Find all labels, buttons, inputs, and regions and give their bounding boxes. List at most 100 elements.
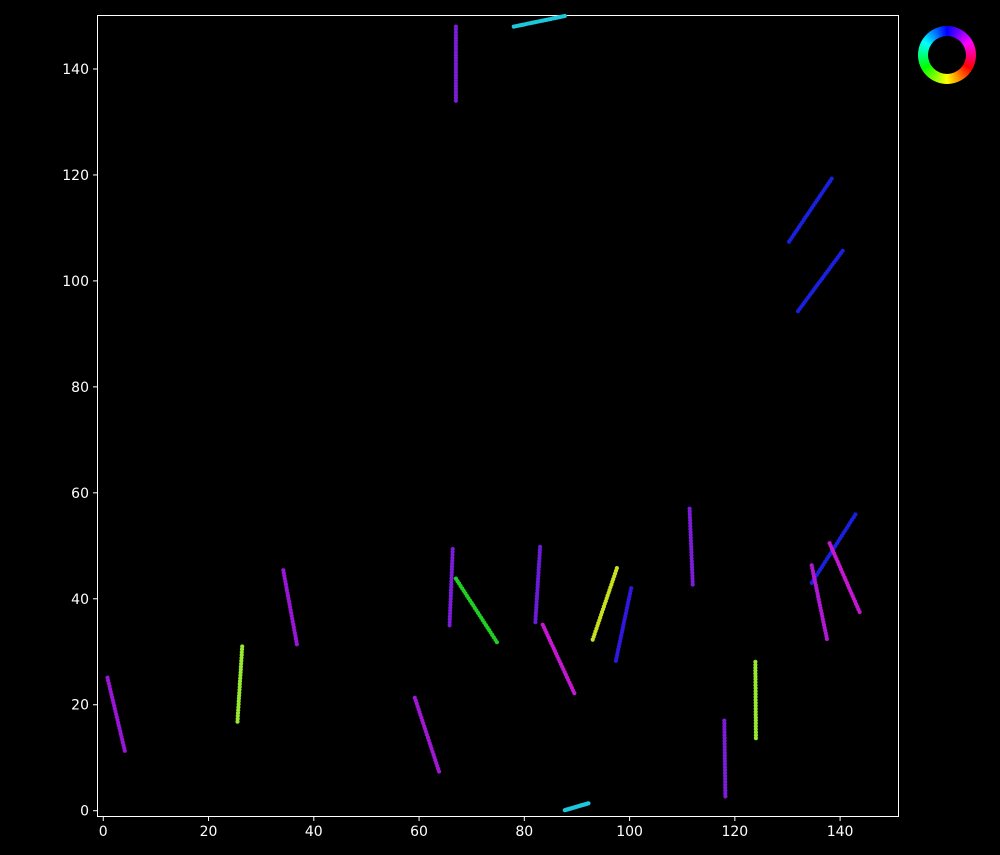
- data-point: [753, 659, 758, 664]
- data-point: [722, 768, 728, 773]
- data-point: [450, 552, 455, 557]
- data-segment: [753, 659, 759, 741]
- data-point: [453, 47, 458, 52]
- data-point: [753, 694, 758, 700]
- y-tick-label: 140: [62, 62, 89, 78]
- data-segment: [447, 546, 455, 628]
- data-point: [453, 27, 458, 32]
- y-axis: 0 20 40 60 80 100 120 140: [62, 62, 98, 820]
- data-point: [447, 623, 452, 628]
- data-point: [753, 721, 758, 726]
- data-point: [448, 602, 453, 607]
- data-point: [722, 721, 727, 726]
- color-wheel-ring: [917, 25, 977, 85]
- data-point: [722, 750, 727, 755]
- x-tick-label: 0: [99, 824, 108, 840]
- data-point: [122, 748, 127, 753]
- data-point: [723, 782, 728, 787]
- data-point: [586, 801, 591, 806]
- data-segment: [453, 24, 458, 103]
- data-point: [753, 730, 759, 735]
- data-point: [453, 35, 458, 41]
- data-point: [753, 715, 758, 720]
- data-point: [722, 753, 727, 758]
- data-point: [753, 727, 758, 732]
- data-point: [453, 64, 458, 69]
- data-point: [795, 309, 801, 314]
- data-point: [753, 686, 758, 691]
- data-point: [453, 90, 458, 95]
- data-point: [453, 84, 458, 89]
- data-segment: [412, 695, 442, 774]
- data-segment: [281, 568, 299, 647]
- data-point: [753, 668, 758, 673]
- x-tick-label: 80: [515, 824, 533, 840]
- data-point: [722, 736, 727, 741]
- data-point: [722, 765, 728, 770]
- data-point: [590, 637, 595, 642]
- data-point: [453, 41, 458, 46]
- y-tick-label: 60: [71, 486, 89, 502]
- data-point: [753, 709, 758, 714]
- data-segment: [453, 576, 499, 645]
- data-point: [453, 30, 458, 35]
- data-point: [857, 609, 862, 615]
- color-wheel-legend: [917, 25, 977, 85]
- plot-area-frame: [97, 15, 899, 817]
- data-point: [753, 706, 758, 711]
- data-point: [753, 680, 758, 685]
- data-point: [453, 95, 458, 100]
- x-tick-label: 140: [827, 824, 854, 840]
- data-point: [294, 642, 299, 647]
- y-tick-label: 40: [71, 592, 89, 608]
- data-point: [753, 733, 759, 738]
- data-point: [449, 567, 454, 572]
- data-segment: [533, 544, 543, 625]
- y-tick-label: 120: [62, 168, 89, 184]
- data-point: [690, 582, 695, 587]
- data-point: [809, 580, 814, 586]
- data-point: [723, 794, 728, 799]
- data-point: [787, 239, 792, 244]
- data-point: [753, 700, 758, 706]
- data-point: [449, 576, 454, 581]
- data-point: [753, 712, 758, 717]
- data-point: [449, 585, 454, 590]
- data-point: [722, 741, 727, 747]
- data-point: [753, 662, 758, 667]
- data-point: [723, 773, 728, 779]
- data-segment: [795, 248, 845, 314]
- data-segment: [787, 176, 834, 244]
- data-point: [753, 689, 758, 694]
- data-segment: [827, 541, 862, 615]
- data-point: [687, 512, 692, 517]
- data-point: [723, 779, 728, 784]
- data-segment: [235, 644, 245, 724]
- data-point: [689, 553, 694, 558]
- y-tick-label: 0: [80, 804, 89, 820]
- data-point: [753, 674, 758, 679]
- data-point: [753, 703, 758, 708]
- data-point: [722, 744, 727, 750]
- data-segment: [687, 506, 695, 587]
- data-point: [753, 677, 758, 682]
- data-point: [722, 724, 727, 729]
- data-point: [437, 769, 442, 774]
- x-tick-label: 60: [410, 824, 428, 840]
- data-point: [753, 718, 758, 723]
- data-point: [753, 736, 759, 741]
- data-segment: [105, 675, 127, 753]
- data-point: [453, 53, 458, 58]
- data-point: [448, 593, 453, 599]
- data-segment: [562, 801, 591, 813]
- data-point: [448, 611, 453, 616]
- data-point: [453, 78, 458, 83]
- y-tick-label: 100: [62, 274, 89, 290]
- data-point: [235, 719, 240, 724]
- data-segment: [809, 563, 830, 642]
- data-point: [447, 620, 452, 625]
- data-segments: [105, 13, 862, 813]
- data-point: [690, 576, 695, 581]
- data-point: [722, 730, 727, 735]
